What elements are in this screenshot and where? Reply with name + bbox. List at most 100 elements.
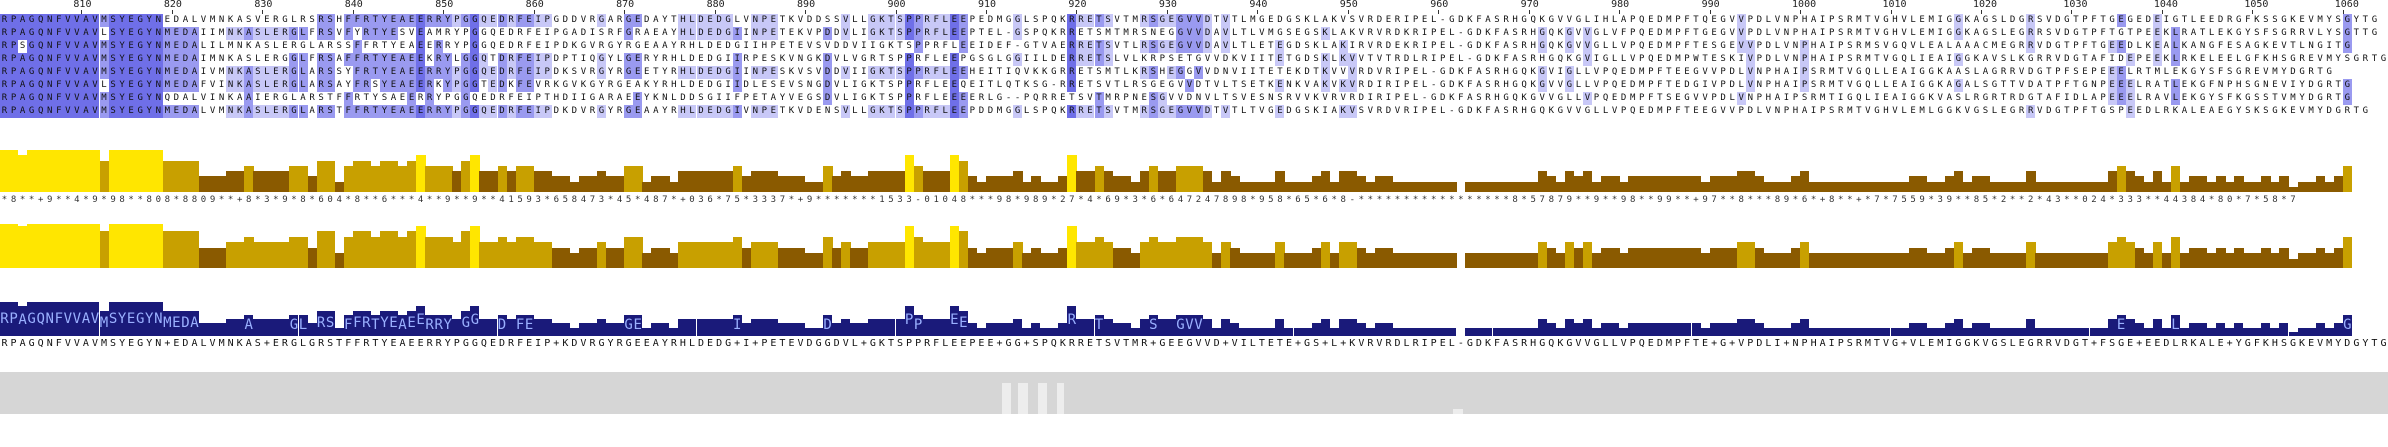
annotation-bar: [1564, 171, 1575, 192]
residue: T: [1013, 79, 1023, 92]
residue: T: [1700, 53, 1710, 66]
consensus-residue: I: [1240, 338, 1247, 349]
residue: V: [1619, 40, 1629, 53]
annotation-bar: [1157, 171, 1168, 192]
residue: L: [2170, 27, 2180, 40]
consensus-residue: L: [1611, 338, 1618, 349]
residue: I: [1917, 53, 1927, 66]
residue: P: [9, 92, 19, 105]
consensus-residue: V: [1114, 338, 1121, 349]
consensus-residue: +: [1729, 338, 1736, 349]
residue: G: [1872, 105, 1882, 118]
residue: E: [2152, 53, 2162, 66]
residue: G: [461, 105, 471, 118]
consensus-residue: G: [1466, 338, 1473, 349]
residue: T: [379, 40, 389, 53]
consensus-residue: R: [508, 338, 515, 349]
residue: L: [1239, 14, 1249, 27]
conservation-score: *: [2154, 195, 2161, 205]
residue: P: [1429, 27, 1439, 40]
residue: E: [1266, 14, 1276, 27]
residue: T: [2315, 66, 2325, 79]
residue: A: [642, 105, 652, 118]
residue: Q: [36, 14, 46, 27]
residue: G: [805, 53, 815, 66]
residue: L: [841, 92, 851, 105]
residue: M: [217, 105, 227, 118]
residue: T: [1257, 79, 1267, 92]
residue: E: [796, 92, 806, 105]
annotation-bar: [1393, 253, 1403, 268]
residue: V: [1203, 53, 1213, 66]
residue: D: [1655, 14, 1665, 27]
residue: G: [1917, 92, 1927, 105]
residue: T: [1655, 92, 1665, 105]
residue: K: [235, 27, 245, 40]
residue: I: [732, 66, 742, 79]
residue: F: [940, 40, 950, 53]
residue: L: [1601, 105, 1611, 118]
conservation-score: 7: [1186, 195, 1193, 205]
residue: V: [72, 40, 82, 53]
residue: R: [316, 66, 326, 79]
residue: R: [515, 40, 525, 53]
annotation-bar: [1311, 247, 1322, 268]
consensus-residue: G: [1186, 338, 1193, 349]
residue: S: [1302, 105, 1312, 118]
annotation-bar: [741, 176, 752, 192]
residue: E: [2270, 40, 2280, 53]
residue: I: [1365, 92, 1375, 105]
consensus-residue: R: [2036, 338, 2043, 349]
annotation-bar: [1049, 181, 1059, 192]
residue: L: [687, 66, 697, 79]
residue: I: [741, 27, 751, 40]
annotation-bar: [651, 247, 661, 268]
residue: F: [1483, 105, 1493, 118]
annotation-bar: [1673, 176, 1683, 192]
residue: N: [750, 105, 760, 118]
residue: V: [1564, 14, 1574, 27]
consensus-residue: P: [1674, 338, 1681, 349]
residue: A: [18, 27, 28, 40]
consensus-residue: L: [200, 338, 207, 349]
residue: D: [1447, 79, 1457, 92]
annotation-bar: [1637, 247, 1647, 268]
annotation-bar: [1329, 181, 1340, 192]
conservation-score: 4: [1087, 195, 1093, 205]
ruler-label: 900: [887, 0, 906, 10]
residue: R: [2297, 53, 2307, 66]
consensus-residue: F: [345, 338, 352, 349]
conservation-score: *: [788, 195, 795, 205]
ruler-tick: [1709, 10, 1711, 14]
ruler-tick: [2342, 10, 2344, 14]
consensus-residue: T: [1873, 338, 1880, 349]
residue: P: [1781, 105, 1791, 118]
logo-letter: [1230, 323, 1240, 336]
residue: M: [1845, 105, 1855, 118]
residue: K: [1338, 105, 1348, 118]
logo-letter: [2179, 327, 2189, 336]
residue: P: [542, 105, 552, 118]
residue: D: [497, 105, 507, 118]
residue: I: [1908, 79, 1918, 92]
residue: V: [1112, 14, 1122, 27]
residue: G: [27, 79, 37, 92]
residue: V: [786, 53, 796, 66]
residue: L: [99, 79, 109, 92]
residue: G: [805, 92, 815, 105]
annotation-bar: [2116, 165, 2127, 192]
annotation-bar: [759, 171, 770, 192]
residue: M: [162, 66, 172, 79]
residue: L: [1230, 27, 1240, 40]
residue: P: [1420, 105, 1430, 118]
annotation-bar: [1917, 176, 1928, 192]
